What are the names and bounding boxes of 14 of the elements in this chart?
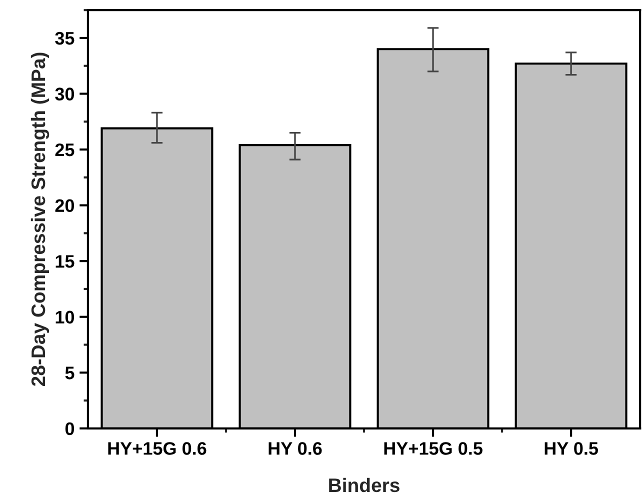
x-tick-label: HY+15G 0.6 (108, 442, 206, 455)
x-axis-title: Binders (329, 478, 400, 492)
x-tick-label: HY+15G 0.5 (384, 442, 482, 455)
x-tick-label: HY 0.5 (544, 442, 598, 455)
y-tick-label: 0 (65, 422, 74, 436)
y-tick-label: 25 (55, 143, 74, 156)
y-tick-label: 5 (65, 366, 74, 380)
y-tick-label: 20 (55, 199, 74, 212)
y-tick-label: 30 (55, 88, 74, 100)
y-axis-title: 28-Day Compressive Strength (MPa) (30, 52, 50, 386)
y-tick-label: 10 (56, 310, 74, 324)
y-tick-label: 35 (55, 32, 74, 45)
y-tick-label: 15 (56, 255, 74, 268)
x-tick-label: HY 0.6 (268, 442, 322, 455)
